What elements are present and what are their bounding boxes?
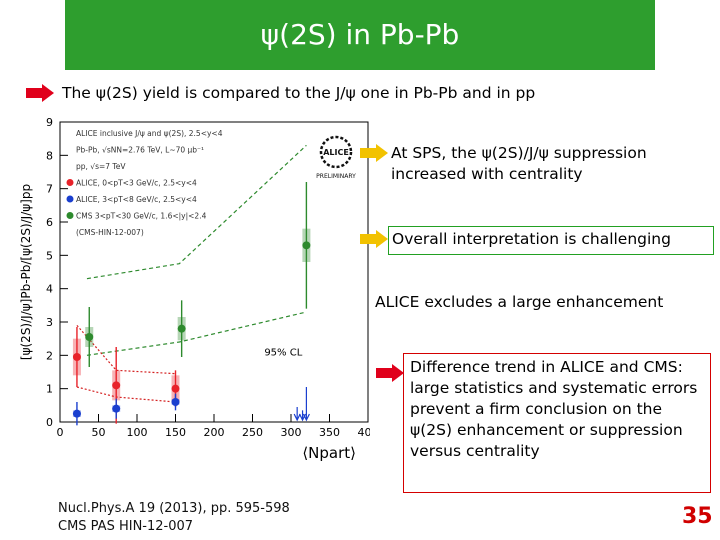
intro-text: The ψ(2S) yield is compared to the J/ψ o…	[62, 84, 536, 102]
x-tick-label: 400	[358, 426, 371, 439]
data-point	[112, 381, 121, 390]
x-tick-label: 200	[204, 426, 225, 439]
x-tick-label: 250	[242, 426, 263, 439]
legend-entry: ALICE, 0<pT<3 GeV/c, 2.5<y<4	[76, 179, 197, 188]
cl-label: 95% CL	[264, 347, 302, 358]
legend-marker	[66, 195, 74, 203]
band-curve	[76, 386, 176, 403]
legend-entry: CMS 3<pT<30 GeV/c, 1.6<|y|<2.4	[76, 212, 207, 221]
references: Nucl.Phys.A 19 (2013), pp. 595-598 CMS P…	[58, 500, 290, 536]
y-tick-label: 5	[46, 249, 53, 262]
y-tick-label: 3	[46, 316, 53, 329]
data-point	[72, 409, 81, 418]
x-tick-label: 100	[127, 426, 148, 439]
yellow-arrow-icon	[360, 230, 388, 248]
band-curve	[86, 311, 307, 356]
logo-sub: PRELIMINARY	[316, 173, 356, 180]
y-axis-label: [ψ(2S)/J/ψ]Pb-Pb/[ψ(2S)/J/ψ]pp	[19, 184, 33, 360]
y-tick-label: 4	[46, 283, 53, 296]
data-point	[112, 404, 121, 413]
data-point	[85, 333, 94, 341]
point-sps: At SPS, the ψ(2S)/J/ψ suppression increa…	[391, 144, 647, 183]
reference-2: CMS PAS HIN-12-007	[58, 519, 194, 534]
legend-entry: ALICE inclusive J/ψ and ψ(2S), 2.5<y<4	[76, 129, 223, 138]
band-curve	[86, 144, 307, 280]
data-point	[302, 241, 311, 250]
y-tick-label: 0	[46, 416, 53, 429]
data-point	[72, 353, 81, 361]
page-number: 35	[682, 504, 713, 529]
data-point	[171, 384, 180, 393]
legend-marker	[66, 212, 74, 219]
y-tick-label: 6	[46, 216, 53, 229]
red-arrow-icon	[376, 364, 404, 382]
yellow-arrow-icon	[360, 144, 388, 162]
x-tick-label: 150	[165, 426, 186, 439]
y-tick-label: 8	[46, 149, 53, 162]
data-point	[177, 324, 186, 333]
legend-entry: Pb-Pb, √sNN=2.76 TeV, L~70 μb⁻¹	[76, 146, 204, 155]
slide-title: ψ(2S) in Pb-Pb	[260, 18, 460, 51]
red-arrow-icon	[26, 84, 54, 102]
point-alice-excludes: ALICE excludes a large enhancement	[375, 293, 664, 311]
legend-entry: ALICE, 3<pT<8 GeV/c, 2.5<y<4	[76, 195, 197, 204]
interpretation-box	[388, 226, 714, 255]
y-tick-label: 7	[46, 183, 53, 196]
point-difference: Difference trend in ALICE and CMS: large…	[410, 358, 698, 460]
x-axis-label: ⟨Npart⟩	[302, 444, 356, 462]
x-tick-label: 350	[319, 426, 340, 439]
alice-logo: ALICE PRELIMINARY	[308, 132, 364, 184]
y-tick-label: 9	[46, 116, 53, 129]
upper-limit-arrow	[293, 413, 301, 422]
legend-entry: (CMS-HIN-12-007)	[76, 228, 144, 237]
x-tick-label: 300	[281, 426, 302, 439]
title-bar: ψ(2S) in Pb-Pb	[65, 0, 655, 70]
y-tick-label: 1	[46, 383, 53, 396]
data-point	[171, 398, 180, 406]
legend-entry: pp, √s=7 TeV	[76, 162, 126, 171]
chart: 0 1 2 3 4 5 6 7 8 9 0 50 100 150 200 250 300 350 400 [ψ(2S)…	[19, 116, 371, 462]
reference-1: Nucl.Phys.A 19 (2013), pp. 595-598	[58, 501, 290, 516]
y-tick-label: 2	[46, 349, 53, 362]
legend-marker	[66, 179, 74, 186]
x-tick-label: 0	[57, 426, 64, 439]
x-tick-label: 50	[92, 426, 106, 439]
logo-text: ALICE	[323, 148, 349, 157]
upper-limit-arrow	[302, 413, 310, 422]
point-interpretation: Overall interpretation is challenging	[392, 230, 671, 248]
difference-box	[403, 353, 711, 493]
